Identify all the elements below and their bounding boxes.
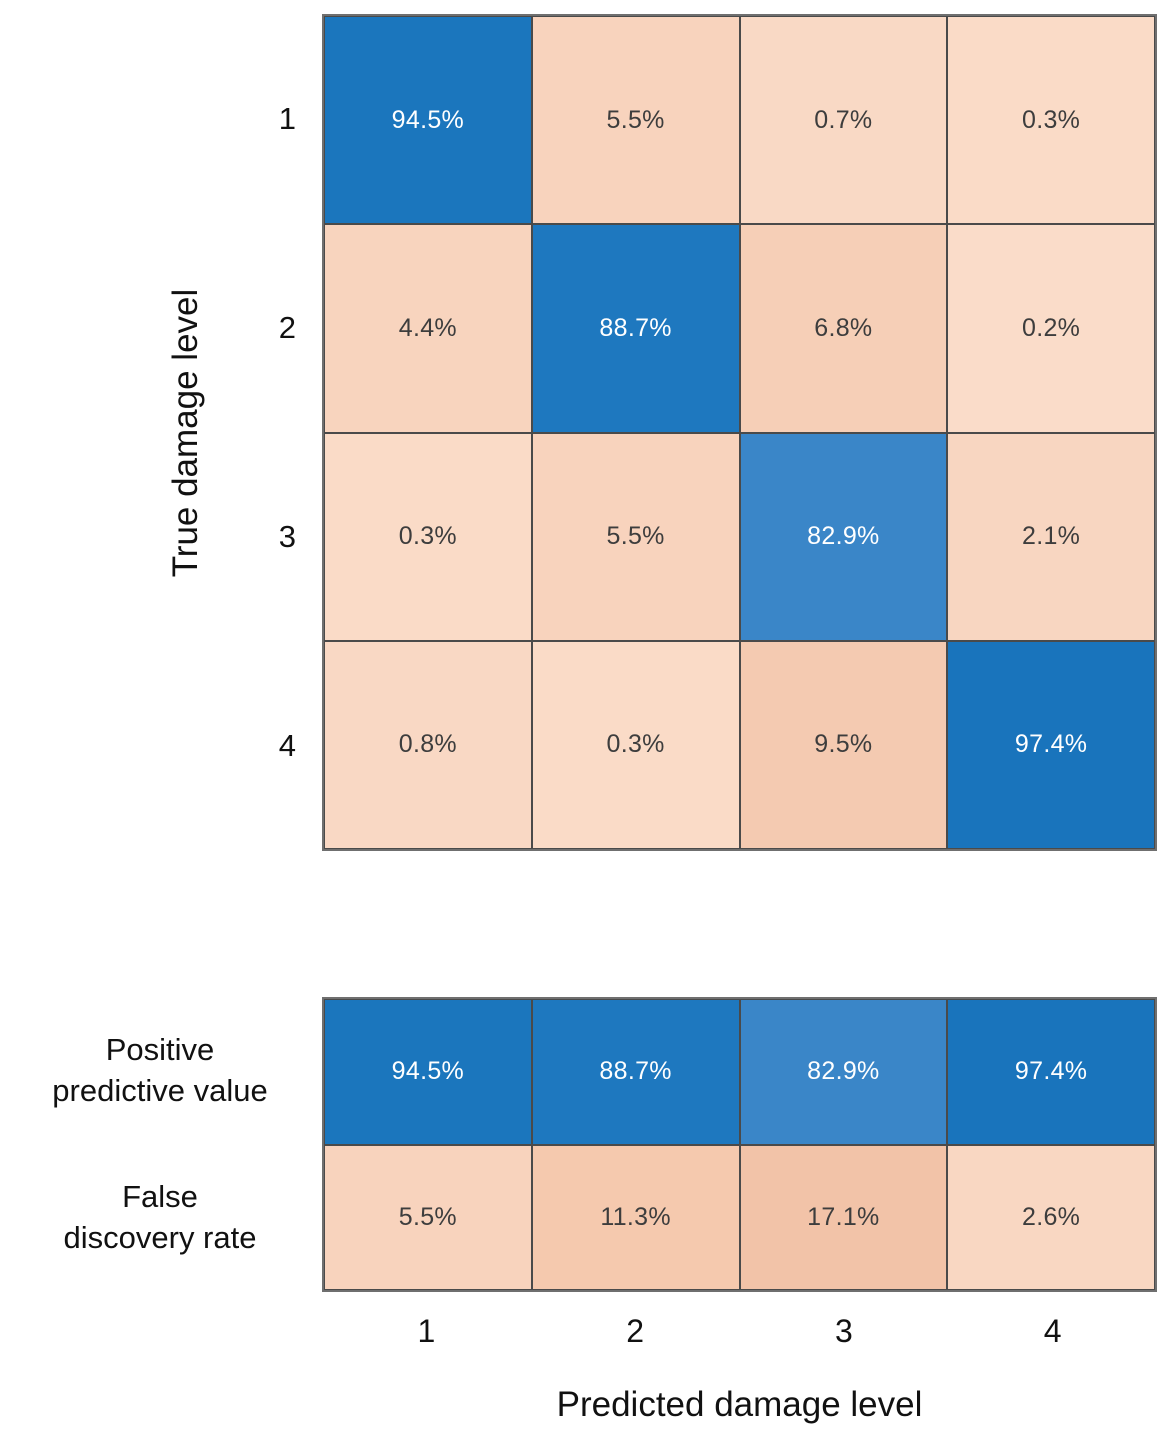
- ppv-label-line-2: predictive value: [52, 1072, 268, 1108]
- y-axis-title: True damage level: [166, 288, 205, 578]
- matrix-cell: 82.9%: [739, 432, 948, 641]
- fdr-label-line-1: False: [122, 1179, 198, 1215]
- summary-cell: 17.1%: [739, 1144, 948, 1290]
- positive-predictive-value-label: Positive predictive value: [10, 997, 310, 1145]
- y-tick-label: 4: [278, 728, 296, 764]
- x-tick-label: 3: [834, 1312, 853, 1349]
- confusion-matrix-grid: 94.5% 5.5% 0.7% 0.3% 4.4% 88.7% 6.8% 0.2% 0.3% 5.…: [322, 14, 1157, 851]
- matrix-cell: 5.5%: [531, 432, 740, 641]
- y-tick-label: 2: [278, 309, 296, 345]
- summary-cell: 94.5%: [324, 999, 532, 1145]
- matrix-cell: 88.7%: [531, 224, 740, 433]
- summary-cell: 97.4%: [947, 999, 1155, 1145]
- matrix-cell: 0.3%: [947, 16, 1155, 225]
- x-tick-label: 1: [417, 1312, 436, 1349]
- matrix-cell: 0.3%: [324, 432, 532, 641]
- summary-row-labels: Positive predictive value False discover…: [10, 997, 310, 1292]
- matrix-cell: 9.5%: [739, 640, 948, 849]
- matrix-cell: 0.3%: [531, 640, 740, 849]
- matrix-cell: 94.5%: [324, 16, 532, 225]
- y-tick-label: 1: [278, 100, 296, 136]
- summary-cell: 5.5%: [324, 1144, 532, 1290]
- fdr-label-line-2: discovery rate: [63, 1220, 257, 1256]
- x-tick-label: 4: [1043, 1312, 1062, 1349]
- x-axis-tick-labels: 1 2 3 4: [322, 1300, 1157, 1362]
- matrix-cell: 0.2%: [947, 224, 1155, 433]
- matrix-cell: 0.7%: [739, 16, 948, 225]
- summary-grid: 94.5% 88.7% 82.9% 97.4% 5.5% 11.3% 17.1% 2.6%: [322, 997, 1157, 1292]
- x-axis-title: Predicted damage level: [556, 1385, 923, 1424]
- summary-cell: 11.3%: [531, 1144, 740, 1290]
- summary-cell: 88.7%: [531, 999, 740, 1145]
- matrix-cell: 0.8%: [324, 640, 532, 849]
- matrix-cell: 6.8%: [739, 224, 948, 433]
- y-axis-tick-labels: 1 2 3 4: [210, 14, 310, 851]
- ppv-label-line-1: Positive: [105, 1031, 215, 1067]
- summary-cell: 82.9%: [739, 999, 948, 1145]
- y-tick-label: 3: [278, 519, 296, 555]
- summary-cell: 2.6%: [947, 1144, 1155, 1290]
- matrix-cell: 2.1%: [947, 432, 1155, 641]
- false-discovery-rate-label: False discovery rate: [10, 1145, 310, 1293]
- matrix-cell: 5.5%: [531, 16, 740, 225]
- x-tick-label: 2: [626, 1312, 645, 1349]
- matrix-cell: 4.4%: [324, 224, 532, 433]
- matrix-cell: 97.4%: [947, 640, 1155, 849]
